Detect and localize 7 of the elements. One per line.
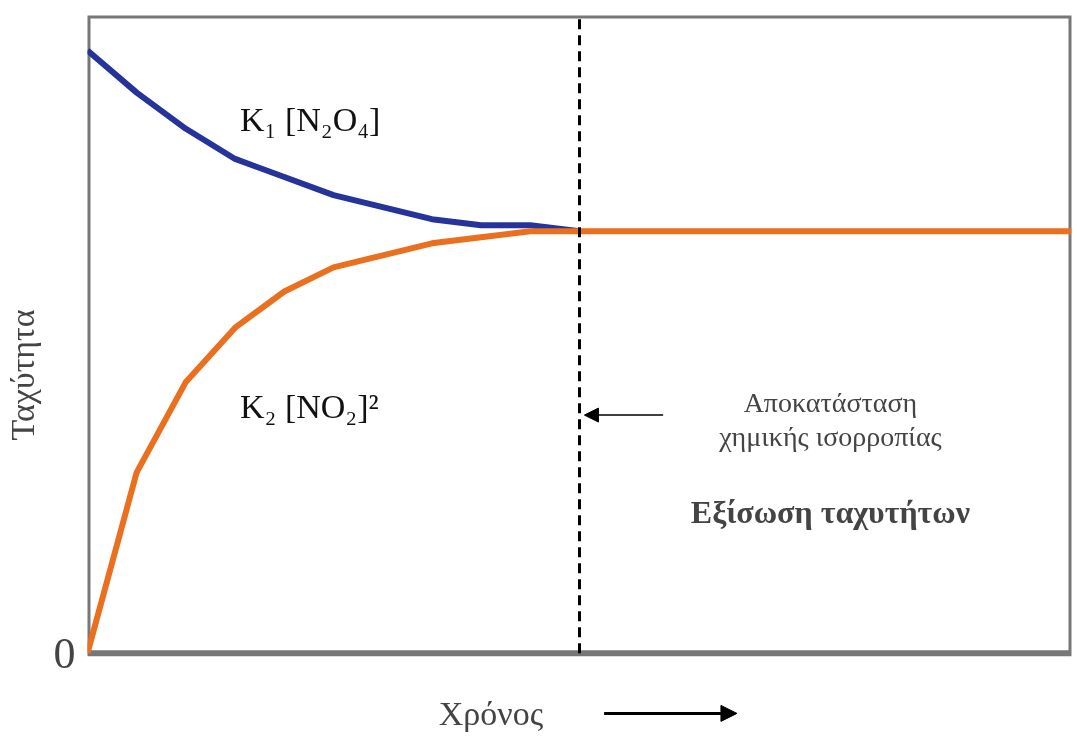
x-axis-title: Χρόνος <box>438 694 544 732</box>
series-label: K₂ [NO₂]² <box>240 387 379 425</box>
y-axis-title: Ταχύτητα <box>3 309 41 441</box>
annotation: Εξίσωση ταχυτήτων <box>690 493 971 530</box>
series-label: K₁ [N₂O₄] <box>240 101 381 139</box>
annotation: Αποκατάσταση χημικής ισορροπίας <box>718 386 942 452</box>
text: 0 <box>53 628 76 678</box>
